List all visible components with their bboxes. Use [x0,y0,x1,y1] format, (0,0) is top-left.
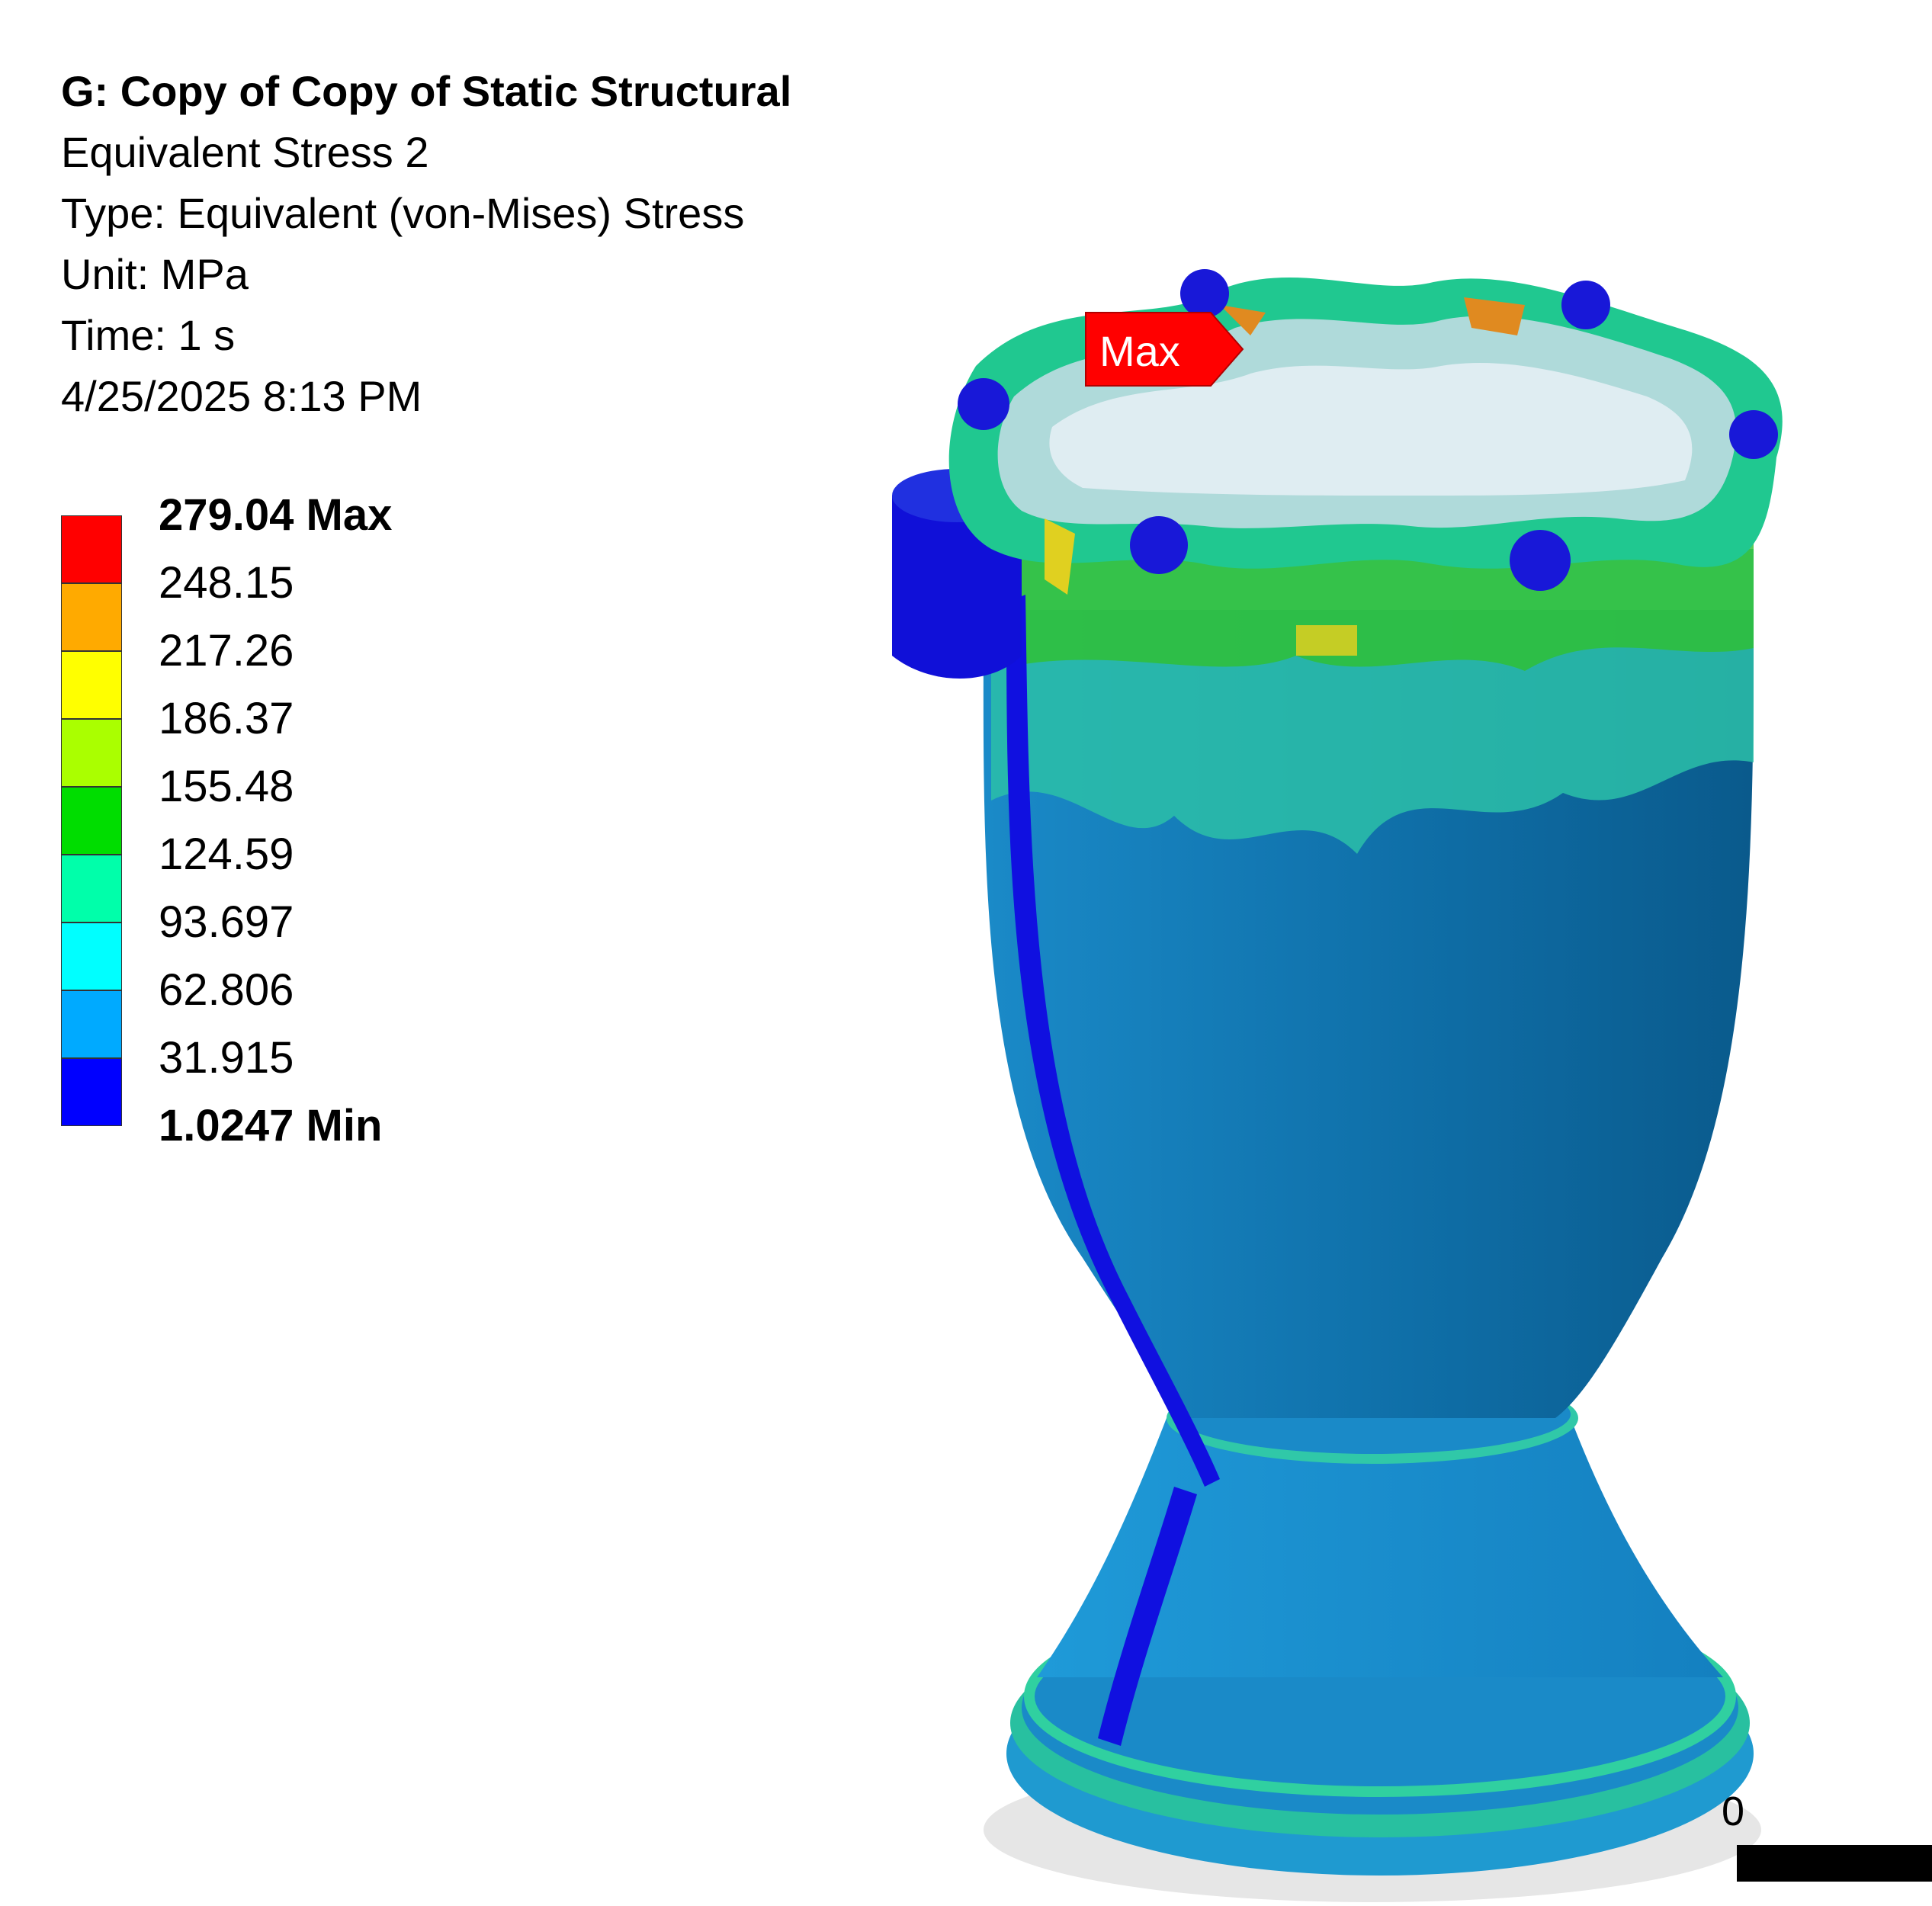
result-time: Time: 1 s [61,311,236,359]
legend-swatch [61,855,122,923]
legend-swatch [61,719,122,787]
legend-swatch [61,651,122,719]
legend-swatch [61,990,122,1058]
legend-label[interactable]: 31.915 [159,1033,294,1083]
legend-label[interactable]: 124.59 [159,829,294,879]
legend-swatch [61,923,122,990]
analysis-title: G: Copy of Copy of Static Structural [61,67,792,115]
scale-bar [1737,1845,1932,1882]
legend-swatch [61,583,122,651]
legend-label[interactable]: 279.04 Max [159,490,393,540]
max-probe-label: Max [1099,327,1180,375]
result-info: G: Copy of Copy of Static Structural Equ… [61,61,791,427]
result-date: 4/25/2025 8:13 PM [61,372,422,420]
result-name: Equivalent Stress 2 [61,128,429,176]
legend-label[interactable]: 1.0247 Min [159,1101,383,1150]
result-unit: Unit: MPa [61,250,249,298]
legend-swatch [61,515,122,583]
legend-swatch [61,787,122,855]
legend-label[interactable]: 248.15 [159,558,294,608]
legend-label[interactable]: 93.697 [159,897,294,947]
scale-zero-label: 0 [1722,1789,1745,1834]
low-stress-streaks [1006,595,1220,1746]
legend-label[interactable]: 62.806 [159,965,294,1015]
result-type: Type: Equivalent (von-Mises) Stress [61,189,745,237]
legend-label[interactable]: 186.37 [159,694,294,743]
max-probe[interactable]: Max [1085,312,1244,387]
legend-label[interactable]: 217.26 [159,626,294,675]
legend-swatch [61,1058,122,1126]
bolt-bosses [958,269,1778,591]
legend-label[interactable]: 155.48 [159,762,294,811]
